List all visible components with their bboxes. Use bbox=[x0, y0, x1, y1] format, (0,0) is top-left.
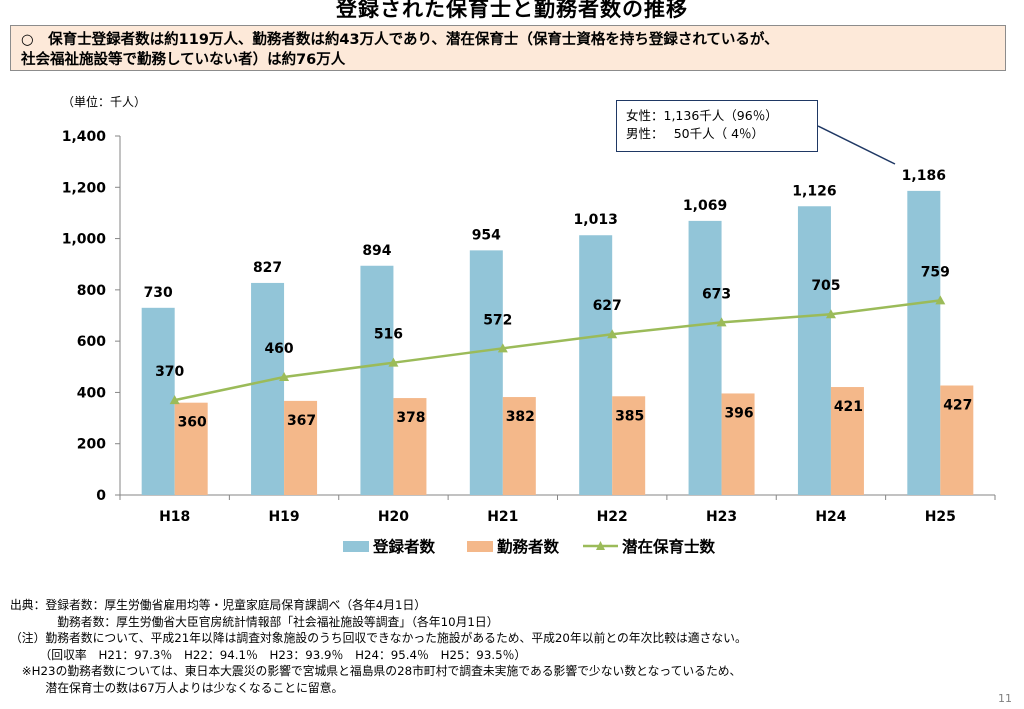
data-label-working: 367 bbox=[287, 413, 316, 429]
legend-label-registered: 登録者数 bbox=[372, 537, 436, 556]
data-label-latent: 572 bbox=[483, 312, 512, 328]
y-tick-label: 0 bbox=[96, 488, 106, 504]
y-tick-label: 800 bbox=[77, 283, 106, 299]
bar-working bbox=[393, 398, 427, 495]
legend: 登録者数 勤務者数 潜在保育士数 bbox=[343, 537, 716, 556]
page-title: 登録された保育士と勤務者数の推移 bbox=[336, 0, 688, 21]
legend-swatch-working bbox=[467, 541, 493, 552]
data-label-working: 360 bbox=[178, 415, 207, 431]
unit-label: （単位：千人） bbox=[62, 94, 146, 109]
data-label-registered: 1,126 bbox=[792, 183, 836, 199]
note-line-2: （回収率 H21：97.3％ H22：94.1％ H23：93.9％ H24：9… bbox=[10, 647, 527, 662]
bar-working bbox=[940, 385, 974, 495]
callout-line-male: 男性： 50千人（ 4％） bbox=[626, 126, 765, 141]
data-label-working: 385 bbox=[615, 408, 644, 424]
latent-line bbox=[174, 299, 941, 402]
gender-callout: 女性：1,136千人（96％） 男性： 50千人（ 4％） bbox=[616, 100, 818, 152]
x-tick-label: H21 bbox=[487, 509, 518, 525]
data-label-latent: 673 bbox=[702, 286, 731, 302]
bar-registered bbox=[360, 265, 394, 495]
latent-marker bbox=[497, 343, 508, 353]
y-tick-label: 1,000 bbox=[62, 232, 107, 248]
latent-marker bbox=[825, 309, 836, 319]
data-label-working: 427 bbox=[943, 398, 972, 414]
bar-registered bbox=[797, 206, 831, 496]
latent-marker bbox=[388, 357, 399, 367]
x-tick-label: H25 bbox=[925, 509, 956, 525]
data-label-registered: 894 bbox=[362, 243, 391, 259]
bar-registered bbox=[688, 220, 722, 495]
bar-working bbox=[721, 393, 755, 495]
latent-marker bbox=[935, 295, 946, 305]
x-tick-label: H23 bbox=[706, 509, 737, 525]
y-tick-label: 200 bbox=[77, 437, 106, 453]
data-label-registered: 827 bbox=[253, 260, 282, 276]
summary-line-1: ○ 保育士登録者数は約119万人、勤務者数は約43万人であり、潜在保育士（保育士… bbox=[21, 32, 779, 48]
data-label-working: 421 bbox=[834, 399, 863, 415]
source-line-1: 出典：登録者数：厚生労働省雇用均等・児童家庭局保育課調べ（各年4月1日） bbox=[10, 598, 427, 612]
bar-working bbox=[174, 402, 208, 495]
data-label-registered: 1,013 bbox=[574, 212, 618, 228]
callout-line-female: 女性：1,136千人（96％） bbox=[626, 108, 778, 123]
bar-registered bbox=[579, 235, 613, 495]
latent-marker bbox=[169, 395, 180, 405]
data-label-working: 378 bbox=[396, 410, 425, 426]
bar-registered bbox=[141, 307, 175, 495]
data-label-latent: 460 bbox=[264, 341, 293, 357]
data-label-latent: 627 bbox=[593, 298, 622, 314]
data-label-latent: 759 bbox=[921, 264, 950, 280]
note-line-3: ※H23の勤務者数については、東日本大震災の影響で宮城県と福島県の28市町村で調… bbox=[10, 664, 742, 678]
summary-line-2: 社会福祉施設等で勤務していない者）は約76万人 bbox=[21, 52, 346, 68]
bar-registered bbox=[469, 250, 503, 495]
y-tick-label: 400 bbox=[77, 385, 106, 401]
summary-box: ○ 保育士登録者数は約119万人、勤務者数は約43万人であり、潜在保育士（保育士… bbox=[10, 25, 1006, 71]
bar-registered bbox=[907, 190, 941, 495]
data-label-working: 396 bbox=[724, 405, 753, 421]
x-tick-label: H20 bbox=[378, 509, 409, 525]
x-tick-label: H24 bbox=[815, 509, 846, 525]
data-label-registered: 1,069 bbox=[683, 198, 727, 214]
page-number: 11 bbox=[998, 692, 1012, 705]
bar-working bbox=[830, 387, 864, 495]
chart: （単位：千人） 0 200 400 600 800 1,000 1,200 1,400 730… bbox=[62, 94, 996, 556]
latent-marker bbox=[607, 329, 618, 339]
callout-pointer bbox=[817, 125, 896, 165]
bar-working bbox=[502, 397, 536, 495]
note-line-1: （注）勤務者数について、平成21年以降は調査対象施設のうち回収できなかった施設が… bbox=[10, 631, 747, 645]
y-tick-label: 1,400 bbox=[62, 129, 107, 145]
x-tick-label: H19 bbox=[268, 509, 299, 525]
data-label-registered: 730 bbox=[144, 285, 173, 301]
bar-working bbox=[284, 400, 318, 495]
legend-swatch-latent-marker bbox=[596, 541, 605, 550]
bar-working bbox=[612, 396, 646, 495]
source-line-2: 勤務者数：厚生労働省大臣官房統計情報部「社会福祉施設等調査」（各年10月1日） bbox=[10, 614, 499, 629]
source-notes: 出典：登録者数：厚生労働省雇用均等・児童家庭局保育課調べ（各年4月1日） 勤務者… bbox=[10, 597, 747, 696]
data-label-working: 382 bbox=[506, 409, 535, 425]
legend-label-working: 勤務者数 bbox=[497, 537, 560, 556]
data-label-latent: 370 bbox=[155, 364, 184, 380]
y-tick-label: 1,200 bbox=[62, 180, 107, 196]
data-label-latent: 705 bbox=[811, 278, 840, 294]
note-line-4: 潜在保育士の数は67万人よりは少なくなることに留意。 bbox=[10, 680, 344, 695]
latent-marker bbox=[279, 372, 290, 382]
legend-label-latent: 潜在保育士数 bbox=[622, 537, 716, 556]
data-label-latent: 516 bbox=[374, 327, 403, 343]
y-tick-label: 600 bbox=[77, 334, 106, 350]
latent-marker bbox=[716, 317, 727, 327]
bar-registered bbox=[251, 282, 285, 495]
legend-swatch-registered bbox=[343, 541, 369, 552]
data-label-registered: 954 bbox=[472, 227, 501, 243]
data-label-registered: 1,186 bbox=[902, 168, 946, 184]
x-tick-label: H22 bbox=[597, 509, 628, 525]
x-tick-label: H18 bbox=[159, 509, 190, 525]
